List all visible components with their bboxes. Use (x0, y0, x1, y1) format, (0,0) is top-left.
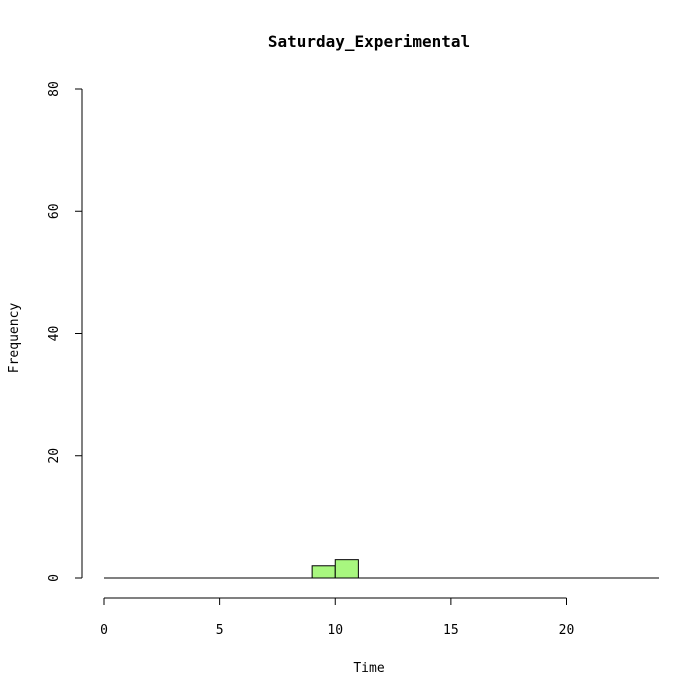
x-tick-label: 15 (443, 623, 459, 638)
y-tick-label: 80 (47, 81, 62, 97)
x-tick-label: 20 (559, 623, 575, 638)
y-axis-label: Frequency (7, 303, 22, 374)
x-axis: 0 5 10 15 20 (100, 597, 575, 638)
x-tick-label: 0 (100, 623, 108, 638)
y-axis: 0 20 40 60 80 (47, 81, 83, 582)
histogram-bar (334, 559, 359, 579)
chart-title: Saturday_Experimental (268, 32, 470, 51)
bars-group (311, 559, 359, 579)
histogram-bar (311, 565, 336, 579)
y-tick-label: 40 (47, 326, 62, 342)
x-tick-label: 5 (216, 623, 224, 638)
y-tick-label: 60 (47, 203, 62, 219)
y-tick-label: 20 (47, 448, 62, 464)
x-axis-label: Time (353, 661, 384, 676)
x-tick-label: 10 (327, 623, 343, 638)
y-tick-label: 0 (47, 574, 62, 582)
